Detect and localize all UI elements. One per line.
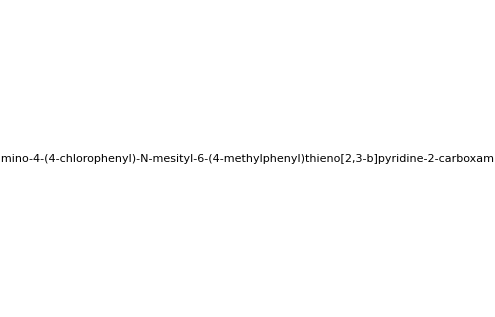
- Text: 3-amino-4-(4-chlorophenyl)-N-mesityl-6-(4-methylphenyl)thieno[2,3-b]pyridine-2-c: 3-amino-4-(4-chlorophenyl)-N-mesityl-6-(…: [0, 153, 495, 164]
